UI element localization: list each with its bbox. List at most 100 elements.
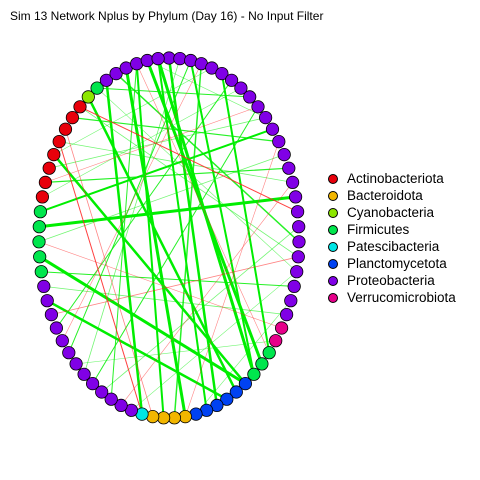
positive-edge [58, 141, 294, 183]
node-bacteroidota [146, 409, 160, 424]
legend-item-actinobacteriota: Actinobacteriota [328, 170, 456, 187]
positive-edge [44, 167, 290, 183]
node-proteobacteria [251, 100, 265, 114]
node-proteobacteria [258, 111, 273, 125]
positive-edge [71, 116, 280, 143]
node-proteobacteria [140, 53, 154, 68]
positive-edge [96, 87, 298, 273]
legend-label: Verrucomicrobiota [347, 290, 456, 305]
node-firmicutes [33, 205, 48, 219]
positive-edge [135, 62, 165, 419]
positive-edge [37, 195, 298, 229]
negative-edge [185, 141, 280, 417]
legend-label: Firmicutes [347, 222, 410, 237]
node-proteobacteria [265, 122, 280, 136]
legend-label: Planctomycetota [347, 256, 447, 271]
positive-edge [220, 72, 271, 354]
node-proteobacteria [104, 392, 118, 406]
legend-swatch-icon [328, 292, 338, 303]
positive-edge [157, 57, 208, 412]
node-proteobacteria [86, 376, 100, 391]
legend-label: Actinobacteriota [347, 171, 444, 186]
node-proteobacteria [77, 367, 91, 381]
positive-edge [52, 153, 247, 385]
positive-edge [124, 66, 187, 419]
negative-edge [79, 106, 299, 213]
positive-edge [105, 79, 144, 416]
negative-edge [136, 63, 270, 354]
positive-edge [101, 226, 300, 393]
positive-edge [48, 117, 267, 169]
negative-edge [51, 256, 299, 316]
node-proteobacteria [37, 279, 51, 293]
positive-edge [83, 58, 181, 375]
node-actinobacteriota [65, 111, 80, 125]
node-proteobacteria [114, 398, 128, 412]
legend-item-bacteroidota: Bacteroidota [328, 187, 456, 204]
node-proteobacteria [234, 81, 248, 95]
legend-label: Proteobacteria [347, 273, 435, 288]
positive-edge [42, 87, 242, 198]
node-bacteroidota [157, 411, 171, 425]
negative-edge [38, 241, 282, 329]
node-proteobacteria [205, 61, 219, 75]
node-proteobacteria [290, 205, 305, 219]
node-proteobacteria [99, 73, 114, 87]
node-firmicutes [90, 81, 104, 95]
node-planctomycetota [220, 392, 234, 406]
positive-edge [79, 106, 299, 258]
positive-edge [110, 63, 138, 400]
node-proteobacteria [291, 250, 305, 264]
node-proteobacteria [284, 294, 298, 308]
legend-swatch-icon [328, 241, 338, 252]
plot-title: Sim 13 Network Nplus by Phylum (Day 16) … [10, 9, 324, 23]
positive-edge [75, 340, 277, 365]
node-proteobacteria [49, 321, 64, 335]
positive-edge [92, 106, 259, 385]
legend-label: Bacteroidota [347, 188, 423, 203]
node-planctomycetota [238, 376, 252, 391]
node-verrucomicrobiota [269, 334, 283, 348]
node-actinobacteriota [47, 148, 61, 162]
node-actinobacteriota [52, 135, 66, 149]
positive-edge [189, 59, 255, 376]
node-planctomycetota [229, 385, 243, 399]
node-cyanobacteria [81, 90, 95, 104]
node-proteobacteria [282, 161, 296, 175]
node-proteobacteria [40, 294, 54, 308]
node-firmicutes [32, 220, 46, 234]
positive-edge [38, 154, 285, 243]
node-firmicutes [32, 235, 46, 249]
node-proteobacteria [287, 279, 301, 293]
node-actinobacteriota [38, 175, 53, 189]
legend-item-verrucomicrobiota: Verrucomicrobiota [328, 289, 456, 306]
positive-edge [195, 300, 292, 415]
legend-swatch-icon [328, 258, 338, 269]
legend-label: Cyanobacteria [347, 205, 435, 220]
node-proteobacteria [55, 334, 69, 348]
positive-edge [43, 285, 288, 316]
negative-edge [65, 128, 154, 418]
node-actinobacteriota [73, 100, 87, 114]
node-proteobacteria [44, 307, 59, 322]
legend: Actinobacteriota Bacteroidota Cyanobacteri… [328, 170, 456, 306]
node-firmicutes [247, 367, 261, 381]
node-verrucomicrobiota [274, 321, 289, 335]
node-proteobacteria [173, 51, 187, 66]
node-proteobacteria [290, 265, 304, 279]
node-proteobacteria [292, 220, 306, 234]
node-proteobacteria [272, 135, 286, 149]
node-bacteroidota [178, 409, 192, 424]
edges-layer [37, 56, 300, 419]
node-proteobacteria [285, 175, 300, 189]
legend-swatch-icon [328, 275, 338, 286]
legend-item-cyanobacteria: Cyanobacteria [328, 204, 456, 221]
node-proteobacteria [215, 67, 229, 81]
node-planctomycetota [189, 407, 203, 421]
node-firmicutes [34, 265, 48, 279]
node-proteobacteria [292, 235, 306, 249]
negative-edge [61, 63, 202, 342]
positive-edge [39, 128, 274, 213]
legend-swatch-icon [328, 207, 338, 218]
